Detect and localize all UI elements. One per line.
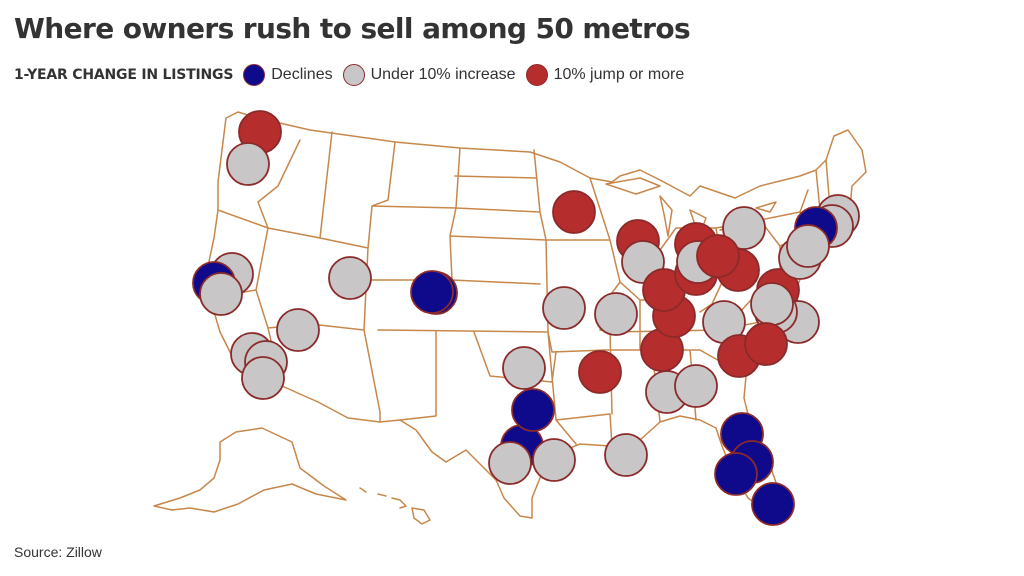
- metro-bubble-under: [594, 292, 638, 336]
- metro-bubble-jump: [578, 350, 622, 394]
- metro-bubble-under: [241, 356, 285, 400]
- legend-label-declines: Declines: [271, 66, 333, 83]
- legend-item-under: Under 10% increase: [342, 64, 516, 86]
- legend-title: 1-YEAR CHANGE IN LISTINGS: [14, 67, 234, 83]
- legend-swatch-declines: [243, 64, 266, 86]
- metro-bubble-under: [604, 433, 648, 477]
- metro-bubble-jump: [744, 322, 788, 366]
- metro-bubble-under: [276, 308, 320, 352]
- legend-swatch-under: [342, 64, 365, 86]
- hawaii: [359, 487, 431, 525]
- metro-bubble-under: [199, 272, 243, 316]
- legend-label-under: Under 10% increase: [370, 66, 516, 83]
- metro-bubble-declines: [511, 388, 555, 432]
- legend-label-jump: 10% jump or more: [553, 66, 685, 83]
- metro-bubble-under: [750, 282, 794, 326]
- metro-bubble-under: [488, 441, 532, 485]
- metro-bubble-under: [328, 256, 372, 300]
- metro-bubble-jump: [552, 190, 596, 234]
- alaska: [153, 427, 347, 513]
- metro-bubble-under: [532, 438, 576, 482]
- legend-item-jump: 10% jump or more: [525, 64, 685, 86]
- metro-bubbles: [192, 110, 860, 526]
- page-title: Where owners rush to sell among 50 metro…: [14, 12, 691, 45]
- metro-bubble-jump: [696, 234, 740, 278]
- source-note: Source: Zillow: [14, 544, 102, 560]
- metro-bubble-under: [226, 142, 270, 186]
- metro-bubble-declines: [714, 452, 758, 496]
- legend-swatch-jump: [525, 64, 548, 86]
- metro-bubble-declines: [751, 482, 795, 526]
- metro-bubble-under: [502, 346, 546, 390]
- metro-bubble-declines: [410, 270, 454, 314]
- metro-bubble-under: [542, 286, 586, 330]
- metro-bubble-under: [674, 364, 718, 408]
- metro-bubble-under: [786, 224, 830, 268]
- legend-item-declines: Declines: [243, 64, 333, 86]
- legend: 1-YEAR CHANGE IN LISTINGS Declines Under…: [14, 62, 694, 88]
